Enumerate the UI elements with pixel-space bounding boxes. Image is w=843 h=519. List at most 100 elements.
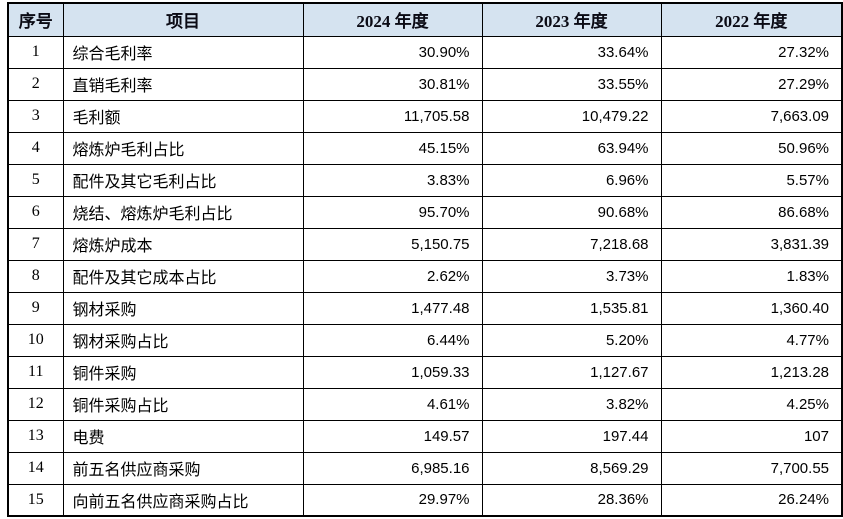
table-row: 5 配件及其它毛利占比 3.83% 6.96% 5.57% <box>7 163 843 197</box>
cell-value-2024: 3.83% <box>302 163 483 197</box>
cell-serial: 15 <box>7 483 64 517</box>
cell-value-2022: 27.32% <box>660 35 843 69</box>
cell-item-name: 烧结、熔炼炉毛利占比 <box>62 195 304 229</box>
cell-serial: 2 <box>7 67 64 101</box>
table-row: 10 钢材采购占比 6.44% 5.20% 4.77% <box>7 323 843 357</box>
cell-value-2023: 10,479.22 <box>481 99 662 133</box>
table-row: 6 烧结、熔炼炉毛利占比 95.70% 90.68% 86.68% <box>7 195 843 229</box>
cell-value-2022: 7,663.09 <box>660 99 843 133</box>
table-body: 1 综合毛利率 30.90% 33.64% 27.32% 2 直销毛利率 30.… <box>7 35 843 517</box>
cell-serial: 1 <box>7 35 64 69</box>
cell-value-2024: 45.15% <box>302 131 483 165</box>
cell-value-2023: 33.64% <box>481 35 662 69</box>
table-row: 1 综合毛利率 30.90% 33.64% 27.32% <box>7 35 843 69</box>
table-header: 序号 项目 2024 年度 2023 年度 2022 年度 <box>7 2 843 37</box>
cell-serial: 10 <box>7 323 64 357</box>
financial-metrics-table-container: 序号 项目 2024 年度 2023 年度 2022 年度 1 综合毛利率 30… <box>7 2 843 517</box>
table-header-row: 序号 项目 2024 年度 2023 年度 2022 年度 <box>7 2 843 37</box>
cell-serial: 9 <box>7 291 64 325</box>
column-header-year-2022: 2022 年度 <box>660 2 843 37</box>
cell-value-2024: 4.61% <box>302 387 483 421</box>
column-header-item: 项目 <box>62 2 304 37</box>
cell-serial: 7 <box>7 227 64 261</box>
financial-metrics-table: 序号 项目 2024 年度 2023 年度 2022 年度 1 综合毛利率 30… <box>7 2 843 517</box>
cell-item-name: 前五名供应商采购 <box>62 451 304 485</box>
cell-serial: 3 <box>7 99 64 133</box>
cell-item-name: 电费 <box>62 419 304 453</box>
cell-value-2024: 1,477.48 <box>302 291 483 325</box>
cell-value-2022: 107 <box>660 419 843 453</box>
cell-serial: 12 <box>7 387 64 421</box>
cell-value-2023: 8,569.29 <box>481 451 662 485</box>
cell-serial: 5 <box>7 163 64 197</box>
cell-value-2022: 1.83% <box>660 259 843 293</box>
cell-value-2024: 5,150.75 <box>302 227 483 261</box>
cell-serial: 14 <box>7 451 64 485</box>
cell-value-2022: 1,360.40 <box>660 291 843 325</box>
cell-item-name: 向前五名供应商采购占比 <box>62 483 304 517</box>
cell-item-name: 配件及其它成本占比 <box>62 259 304 293</box>
table-row: 14 前五名供应商采购 6,985.16 8,569.29 7,700.55 <box>7 451 843 485</box>
cell-item-name: 直销毛利率 <box>62 67 304 101</box>
cell-value-2023: 7,218.68 <box>481 227 662 261</box>
cell-value-2023: 3.73% <box>481 259 662 293</box>
cell-item-name: 配件及其它毛利占比 <box>62 163 304 197</box>
table-row: 7 熔炼炉成本 5,150.75 7,218.68 3,831.39 <box>7 227 843 261</box>
table-row: 3 毛利额 11,705.58 10,479.22 7,663.09 <box>7 99 843 133</box>
cell-item-name: 熔炼炉成本 <box>62 227 304 261</box>
cell-value-2022: 7,700.55 <box>660 451 843 485</box>
table-row: 9 钢材采购 1,477.48 1,535.81 1,360.40 <box>7 291 843 325</box>
cell-value-2022: 50.96% <box>660 131 843 165</box>
cell-value-2024: 6.44% <box>302 323 483 357</box>
cell-serial: 6 <box>7 195 64 229</box>
cell-value-2023: 6.96% <box>481 163 662 197</box>
cell-value-2022: 86.68% <box>660 195 843 229</box>
cell-value-2024: 95.70% <box>302 195 483 229</box>
cell-value-2022: 26.24% <box>660 483 843 517</box>
cell-value-2024: 29.97% <box>302 483 483 517</box>
cell-value-2023: 5.20% <box>481 323 662 357</box>
column-header-year-2023: 2023 年度 <box>481 2 662 37</box>
table-row: 15 向前五名供应商采购占比 29.97% 28.36% 26.24% <box>7 483 843 517</box>
cell-value-2023: 63.94% <box>481 131 662 165</box>
cell-value-2024: 2.62% <box>302 259 483 293</box>
cell-value-2024: 11,705.58 <box>302 99 483 133</box>
cell-item-name: 钢材采购占比 <box>62 323 304 357</box>
cell-item-name: 综合毛利率 <box>62 35 304 69</box>
cell-value-2022: 1,213.28 <box>660 355 843 389</box>
table-row: 8 配件及其它成本占比 2.62% 3.73% 1.83% <box>7 259 843 293</box>
cell-item-name: 钢材采购 <box>62 291 304 325</box>
cell-value-2022: 4.77% <box>660 323 843 357</box>
table-row: 13 电费 149.57 197.44 107 <box>7 419 843 453</box>
cell-value-2023: 28.36% <box>481 483 662 517</box>
cell-value-2024: 30.90% <box>302 35 483 69</box>
cell-value-2023: 1,535.81 <box>481 291 662 325</box>
cell-item-name: 熔炼炉毛利占比 <box>62 131 304 165</box>
cell-value-2022: 4.25% <box>660 387 843 421</box>
cell-value-2023: 197.44 <box>481 419 662 453</box>
table-row: 4 熔炼炉毛利占比 45.15% 63.94% 50.96% <box>7 131 843 165</box>
column-header-serial: 序号 <box>7 2 64 37</box>
cell-value-2023: 33.55% <box>481 67 662 101</box>
cell-value-2023: 3.82% <box>481 387 662 421</box>
cell-item-name: 铜件采购 <box>62 355 304 389</box>
cell-value-2024: 6,985.16 <box>302 451 483 485</box>
cell-serial: 4 <box>7 131 64 165</box>
table-row: 12 铜件采购占比 4.61% 3.82% 4.25% <box>7 387 843 421</box>
cell-value-2023: 1,127.67 <box>481 355 662 389</box>
cell-serial: 13 <box>7 419 64 453</box>
cell-serial: 11 <box>7 355 64 389</box>
table-row: 11 铜件采购 1,059.33 1,127.67 1,213.28 <box>7 355 843 389</box>
column-header-year-2024: 2024 年度 <box>302 2 483 37</box>
cell-value-2024: 149.57 <box>302 419 483 453</box>
cell-value-2022: 3,831.39 <box>660 227 843 261</box>
cell-value-2024: 1,059.33 <box>302 355 483 389</box>
cell-value-2022: 27.29% <box>660 67 843 101</box>
cell-item-name: 毛利额 <box>62 99 304 133</box>
cell-serial: 8 <box>7 259 64 293</box>
cell-item-name: 铜件采购占比 <box>62 387 304 421</box>
cell-value-2022: 5.57% <box>660 163 843 197</box>
cell-value-2023: 90.68% <box>481 195 662 229</box>
cell-value-2024: 30.81% <box>302 67 483 101</box>
table-row: 2 直销毛利率 30.81% 33.55% 27.29% <box>7 67 843 101</box>
